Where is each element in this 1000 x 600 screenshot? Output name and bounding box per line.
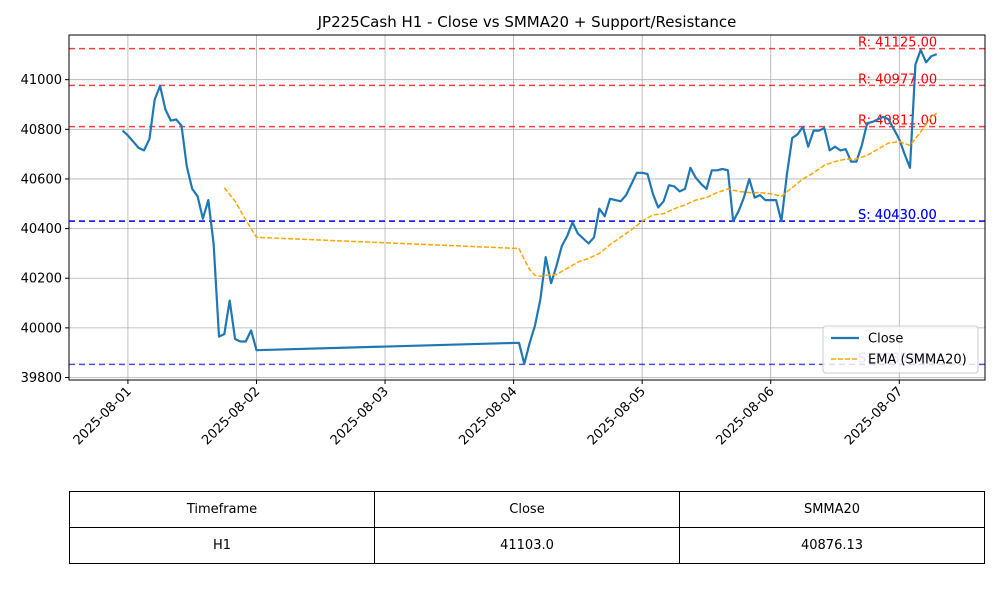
chart-title: JP225Cash H1 - Close vs SMMA20 + Support… [317, 13, 737, 31]
y-tick-label: 40400 [21, 222, 62, 237]
series-line-ema-smma20- [223, 112, 938, 278]
table-header-cell: Close [374, 491, 680, 528]
legend: Close EMA (SMMA20) [822, 325, 979, 374]
support-label: S: 40430.00 [858, 208, 937, 223]
support-label: S: 40430.00 [858, 208, 937, 223]
summary-table: Timeframe Close SMMA20 H1 41103.0 40876.… [69, 491, 985, 564]
support-resistance-lines: R: 41125.00 R: 40977.00 R: 40811.00 S: 4043… [69, 36, 985, 366]
x-tick-label: 2025-08-05 [585, 384, 649, 448]
legend-label: Close [868, 332, 903, 347]
resistance-label: R: 41125.00 [858, 36, 937, 51]
table-row: H1 41103.0 40876.13 [69, 527, 985, 564]
x-tick-label: 2025-08-02 [199, 384, 263, 448]
axes: 39800 40000 40200 40400 40600 40800 41000 2025-… [21, 34, 986, 448]
table-cell: 40876.13 [679, 527, 985, 564]
y-tick-label: 40600 [21, 172, 62, 187]
y-tick-label: 40000 [21, 321, 62, 336]
x-tick-label: 2025-08-01 [71, 384, 135, 448]
table-cell: 41103.0 [374, 527, 680, 564]
resistance-label: R: 40977.00 [858, 72, 937, 87]
legend-box [822, 325, 979, 374]
grid [69, 35, 985, 380]
series-line-close [121, 48, 938, 365]
plot-frame [68, 34, 986, 381]
legend-label: EMA (SMMA20) [868, 353, 967, 368]
table-header-cell: Timeframe [69, 491, 375, 528]
resistance-label: R: 40811.00 [858, 114, 937, 129]
series-layer [121, 48, 938, 365]
x-tick-label: 2025-08-04 [456, 384, 520, 448]
x-tick-label: 2025-08-06 [714, 384, 778, 448]
y-tick-label: 41000 [21, 73, 62, 88]
table-header-cell: SMMA20 [679, 491, 985, 528]
table-cell: H1 [69, 527, 375, 564]
y-tick-label: 40800 [21, 123, 62, 138]
x-tick-label: 2025-08-03 [328, 384, 392, 448]
y-tick-label: 39800 [21, 371, 62, 386]
x-tick-label: 2025-08-07 [842, 384, 906, 448]
table-header-row: Timeframe Close SMMA20 [69, 491, 985, 528]
y-tick-label: 40200 [21, 272, 62, 287]
